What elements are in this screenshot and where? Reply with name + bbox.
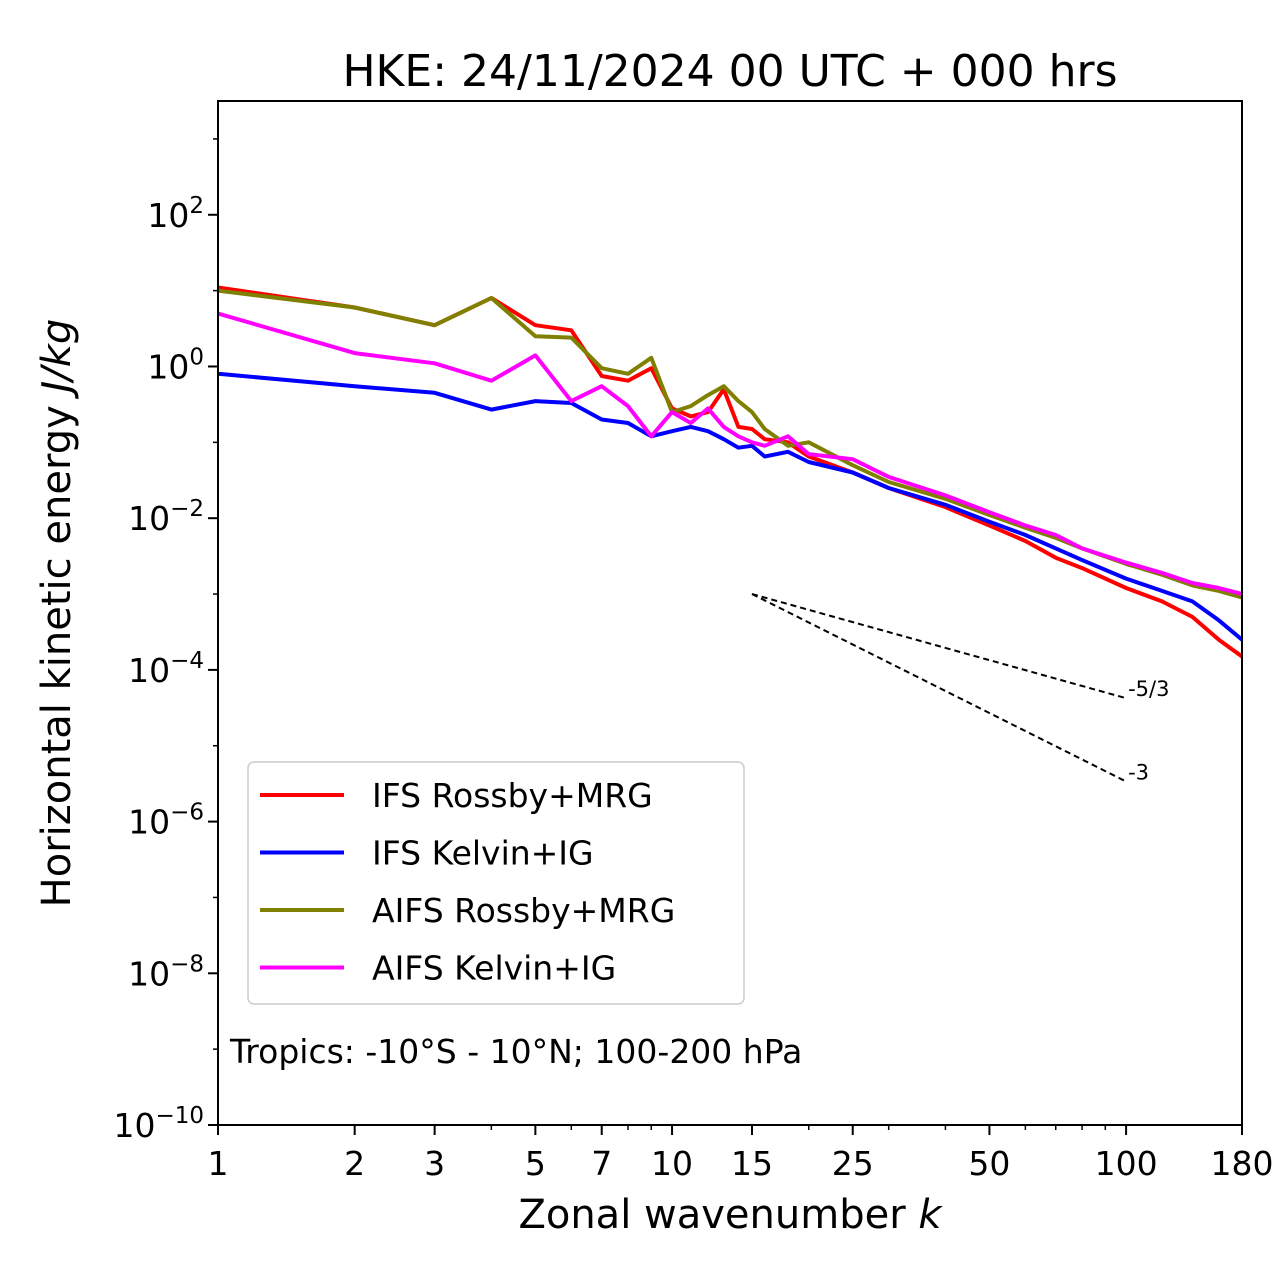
x-tick-label-7: 25 [832, 1144, 874, 1183]
y-tick-label-5: 100 [147, 344, 204, 386]
y-tick-label-4: 10−2 [128, 496, 204, 538]
y-axis-label-text: Horizontal kinetic energy [34, 405, 80, 907]
y-tick-label-3: 10−4 [128, 648, 204, 690]
region-annotation: Tropics: -10°S - 10°N; 100-200 hPa [229, 1032, 802, 1071]
chart-title: HKE: 24/11/2024 00 UTC + 000 hrs [342, 46, 1117, 97]
x-axis-label-text: Zonal wavenumber [518, 1192, 906, 1238]
x-tick-label-5: 10 [651, 1144, 693, 1183]
x-tick-label-3: 5 [525, 1144, 546, 1183]
reference-line-label-0: -5/3 [1128, 677, 1169, 701]
x-axis-label-space [906, 1192, 919, 1238]
x-tick-label-0: 1 [208, 1144, 229, 1183]
y-axis-label-unit: J/kg [34, 319, 80, 400]
legend-label-3: AIFS Kelvin+IG [372, 949, 616, 988]
y-axis: 10−10 10−8 10−6 10−4 10−2 100 102 [113, 138, 218, 1145]
x-tick-label-9: 100 [1095, 1144, 1158, 1183]
x-axis: 1 2 3 5 7 10 15 25 50 100 180 [208, 1125, 1274, 1183]
x-tick-label-2: 3 [424, 1144, 445, 1183]
x-tick-label-4: 7 [591, 1144, 612, 1183]
y-axis-label: Horizontal kinetic energy J/kg [34, 319, 80, 908]
legend-frame [247, 761, 745, 1005]
y-tick-label-6: 102 [147, 193, 204, 235]
y-tick-label-1: 10−8 [128, 951, 204, 993]
reference-lines-group: -5/3 -3 [751, 593, 1169, 785]
x-axis-label: Zonal wavenumber k [518, 1192, 943, 1238]
y-tick-label-2: 10−6 [128, 800, 204, 842]
legend-label-0: IFS Rossby+MRG [372, 776, 653, 815]
x-tick-label-1: 2 [344, 1144, 365, 1183]
series-line-1 [218, 371, 1242, 642]
reference-line-label-1: -3 [1128, 761, 1149, 785]
series-line-0 [218, 285, 1242, 659]
legend-label-2: AIFS Rossby+MRG [372, 891, 675, 930]
x-tick-label-6: 15 [731, 1144, 773, 1183]
series-lines-group [218, 285, 1242, 659]
y-tick-label-0: 10−10 [113, 1103, 204, 1145]
x-tick-label-8: 50 [968, 1144, 1010, 1183]
legend-label-1: IFS Kelvin+IG [372, 834, 594, 873]
plot-area-frame [217, 100, 1243, 1126]
series-line-3 [218, 311, 1242, 596]
x-tick-label-10: 180 [1211, 1144, 1274, 1183]
x-axis-label-variable: k [918, 1192, 943, 1238]
y-axis-label-space [34, 393, 80, 406]
legend: IFS Rossby+MRG IFS Kelvin+IG AIFS Rossby+M… [247, 761, 745, 1005]
reference-line-0 [751, 593, 1127, 700]
